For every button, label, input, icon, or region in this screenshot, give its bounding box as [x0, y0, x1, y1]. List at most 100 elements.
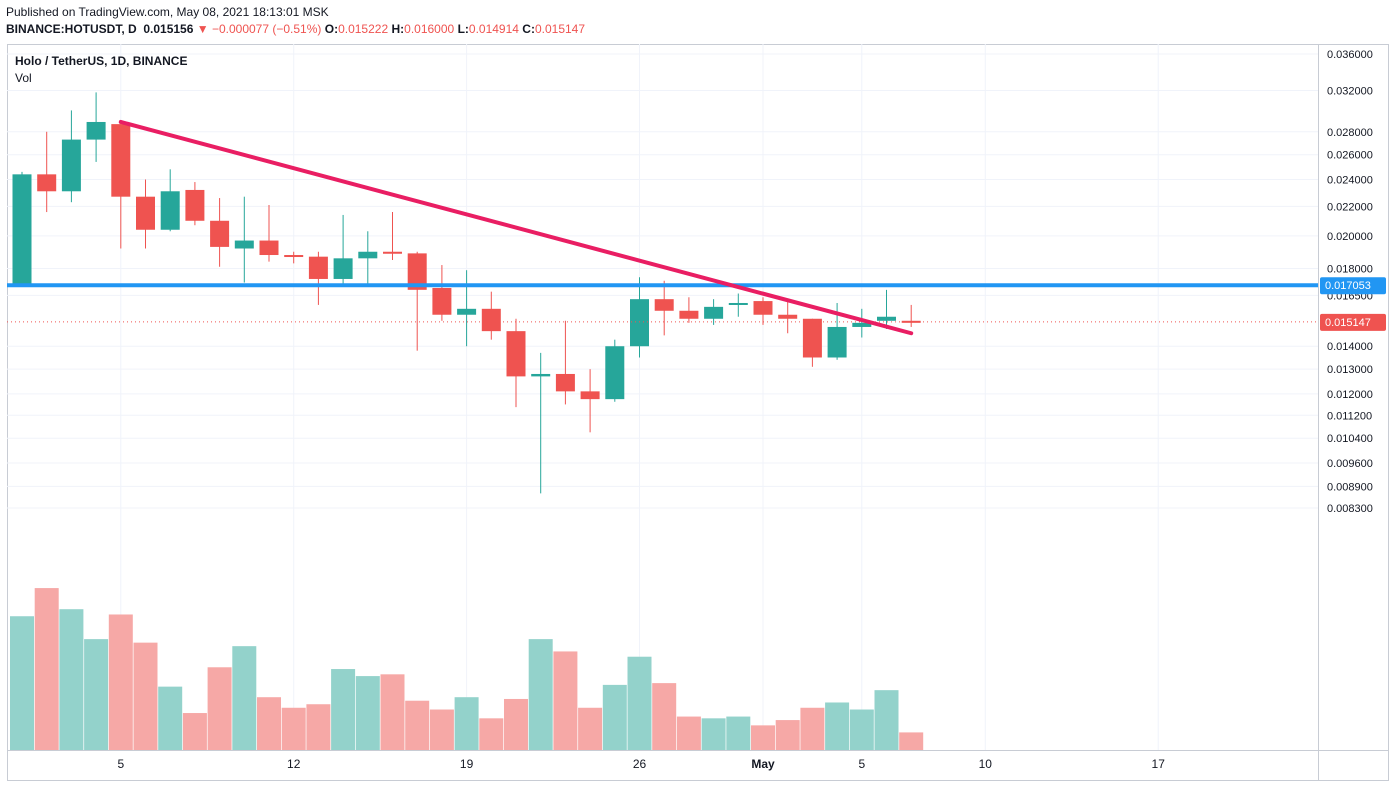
price-chart[interactable]: 0.036000 0.032000 0.028000 0.026000 0.024000… — [7, 44, 1389, 781]
candle-body — [407, 253, 427, 290]
price-tick-label: 0.036000 — [1327, 49, 1373, 61]
candle-body — [259, 240, 279, 256]
price-tick-label: 0.011200 — [1327, 410, 1372, 422]
open-value: 0.015222 — [338, 22, 389, 36]
candle-body — [284, 255, 304, 258]
volume-bar — [429, 709, 454, 750]
volume-bar — [899, 732, 924, 750]
volume-bar — [331, 669, 356, 750]
volume-bar — [578, 707, 603, 750]
current-price-badge-label: 0.015147 — [1325, 317, 1371, 329]
price-tick-label: 0.024000 — [1327, 174, 1373, 186]
volume-bar — [133, 642, 158, 750]
price-tick-label: 0.010400 — [1327, 433, 1373, 445]
volume-bar — [627, 656, 652, 750]
candle-body — [185, 189, 205, 221]
current-price-badge — [1320, 313, 1386, 331]
last-price: 0.015156 — [143, 22, 194, 36]
price-tick-label: 0.026000 — [1327, 150, 1373, 162]
price-tick-label: 0.032000 — [1327, 85, 1373, 97]
candle-body — [852, 322, 872, 327]
price-tick-label: 0.018000 — [1327, 263, 1373, 275]
volume-bar — [257, 697, 281, 750]
volume-bar — [504, 698, 528, 750]
volume-bar — [108, 614, 133, 750]
candle-body — [630, 299, 649, 347]
candle-body — [457, 308, 477, 315]
published-line: Published on TradingView.com, May 08, 20… — [6, 5, 329, 19]
candle-body — [481, 308, 501, 332]
candle-body — [877, 316, 896, 321]
volume-bar — [405, 700, 430, 750]
legend-volume: Vol — [15, 71, 32, 85]
candle-body — [580, 391, 600, 400]
candle-body — [160, 191, 180, 230]
volume-bar — [775, 720, 800, 750]
candle-body — [531, 373, 551, 377]
volume-bar — [479, 718, 504, 750]
volume-bar — [800, 707, 825, 750]
volume-bar — [874, 690, 899, 750]
candle-body — [111, 124, 131, 197]
candle-body — [728, 302, 748, 305]
candle-body — [383, 251, 402, 254]
candle-body — [432, 287, 452, 315]
volume-bar — [182, 713, 207, 750]
candle-body — [37, 174, 57, 192]
candle-body — [210, 220, 230, 247]
volume-bar — [652, 683, 677, 750]
chart-frame — [7, 44, 1389, 781]
price-tick-label: 0.022000 — [1327, 201, 1373, 213]
volume-bar — [207, 667, 232, 750]
time-tick-label: 17 — [1152, 757, 1166, 771]
symbol: BINANCE:HOTUSDT, D — [6, 22, 137, 36]
candle-body — [654, 299, 674, 311]
price-change: ▼ −0.000077 (−0.51%) — [196, 22, 322, 36]
volume-bar — [553, 651, 578, 750]
candle-body — [827, 326, 847, 358]
candle-body — [333, 258, 353, 279]
candle-body — [136, 196, 155, 230]
candle-body — [234, 240, 254, 249]
close-label: C: — [522, 22, 535, 36]
candle-body — [555, 373, 575, 392]
candle-body — [605, 346, 625, 400]
candle-body — [802, 318, 822, 358]
candle-body — [506, 331, 526, 377]
volume-bar — [59, 609, 84, 750]
low-label: L: — [457, 22, 469, 36]
volume-bar — [849, 709, 874, 750]
candle-body — [679, 310, 699, 319]
time-tick-label: 26 — [633, 757, 647, 771]
time-tick-label: 5 — [858, 757, 865, 771]
open-label: O: — [324, 22, 339, 36]
price-tick-label: 0.008300 — [1327, 503, 1373, 515]
volume-bar — [454, 697, 479, 750]
volume-bar — [726, 716, 751, 750]
volume-bar — [158, 686, 183, 750]
high-value: 0.016000 — [404, 22, 455, 36]
volume-bar — [10, 616, 34, 750]
quote-line: BINANCE:HOTUSDT, D 0.015156 ▼ −0.000077 … — [6, 22, 585, 36]
candle-body — [778, 314, 798, 319]
volume-bar — [676, 716, 701, 750]
candle-body — [86, 121, 106, 140]
volume-bar — [380, 674, 405, 750]
volume-bar — [281, 707, 306, 750]
price-tick-label: 0.012000 — [1327, 389, 1373, 401]
price-tick-label: 0.009600 — [1327, 458, 1373, 470]
price-tick-label: 0.008900 — [1327, 481, 1373, 493]
price-tick-label: 0.028000 — [1327, 127, 1373, 139]
support-price-badge — [1320, 277, 1386, 295]
volume-bar — [232, 646, 257, 750]
time-tick-label: 5 — [117, 757, 124, 771]
volume-bar — [528, 639, 553, 750]
candle-body — [61, 139, 81, 192]
volume-bar — [355, 676, 380, 750]
volume-bar — [751, 725, 775, 750]
price-tick-label: 0.020000 — [1327, 231, 1373, 243]
close-value: 0.015147 — [534, 22, 586, 36]
low-value: 0.014914 — [468, 22, 519, 36]
volume-bar — [602, 684, 627, 750]
candle-body — [358, 251, 378, 259]
